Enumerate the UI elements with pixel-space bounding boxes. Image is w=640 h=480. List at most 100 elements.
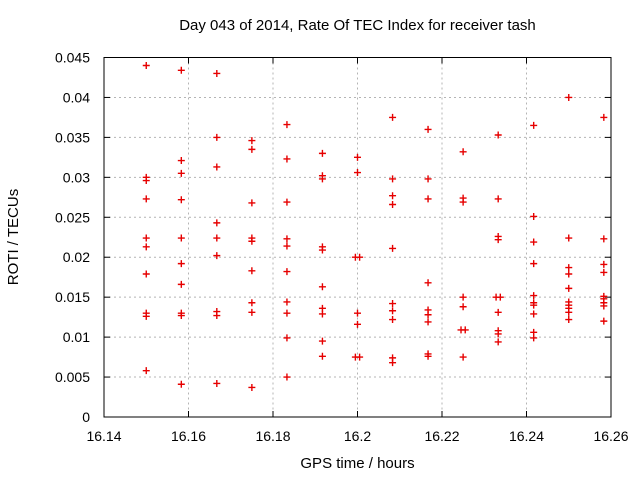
data-point [177, 169, 185, 177]
data-point [424, 175, 432, 183]
data-point [424, 311, 432, 319]
data-point [283, 298, 291, 306]
data-point [459, 293, 467, 301]
y-tick-label: 0.045 [55, 50, 90, 66]
data-point [424, 352, 432, 360]
data-point [318, 175, 326, 183]
data-point [283, 242, 291, 250]
data-point [424, 125, 432, 133]
data-point [213, 379, 221, 387]
data-point [530, 260, 538, 268]
chart-title: Day 043 of 2014, Rate Of TEC Index for r… [179, 17, 536, 34]
y-tick-label: 0.01 [63, 329, 90, 345]
data-point [142, 367, 150, 375]
y-tick-label: 0.035 [55, 129, 90, 145]
data-point [389, 192, 397, 200]
data-point [389, 200, 397, 208]
y-tick-label: 0.025 [55, 209, 90, 225]
data-point [283, 334, 291, 342]
data-point [283, 198, 291, 206]
data-point [213, 234, 221, 242]
data-point [283, 121, 291, 129]
data-point [565, 264, 573, 272]
data-point [354, 153, 361, 161]
data-point [248, 267, 256, 275]
data-point [142, 234, 150, 242]
data-point [248, 299, 256, 307]
y-axis-label: ROTI / TECUs [5, 188, 22, 286]
x-axis-label: GPS time / hours [300, 455, 415, 472]
x-tick-label: 16.18 [255, 428, 290, 444]
data-point [459, 303, 467, 311]
y-tick-label: 0.015 [55, 289, 90, 305]
data-point [494, 308, 502, 316]
x-tick-label: 16.16 [171, 428, 206, 444]
data-point [318, 337, 326, 345]
data-point [213, 69, 221, 77]
data-point [389, 307, 397, 315]
data-point [494, 330, 502, 338]
data-point [142, 61, 150, 69]
data-point [248, 308, 256, 316]
data-point [283, 155, 291, 163]
data-point [318, 283, 326, 291]
data-point [530, 301, 538, 309]
data-point [177, 280, 185, 288]
x-tick-label: 16.24 [509, 428, 544, 444]
x-tick-label: 16.26 [593, 428, 628, 444]
data-point [354, 320, 361, 328]
data-point [213, 133, 221, 141]
data-point [177, 380, 185, 388]
data-point [213, 312, 221, 320]
data-point [248, 145, 256, 153]
data-point [318, 352, 326, 360]
data-point [424, 279, 432, 287]
data-point [389, 175, 397, 183]
data-point [459, 198, 467, 206]
data-point [389, 300, 397, 308]
data-point [283, 235, 291, 243]
data-point [354, 309, 361, 317]
data-point [318, 246, 326, 254]
y-tick-label: 0.02 [63, 249, 90, 265]
data-point [248, 137, 256, 145]
data-point [424, 318, 432, 326]
y-tick-label: 0.04 [63, 89, 90, 105]
data-point [459, 148, 467, 156]
y-tick-label: 0.03 [63, 169, 90, 185]
data-point [177, 312, 185, 320]
data-point [494, 338, 502, 346]
data-point [248, 237, 256, 245]
data-point [283, 373, 291, 381]
data-point [283, 309, 291, 317]
data-point [565, 308, 573, 316]
data-point [565, 93, 573, 101]
data-point [248, 383, 256, 391]
data-point [177, 157, 185, 165]
data-point [494, 195, 502, 203]
data-point [600, 302, 608, 310]
data-point [177, 66, 185, 74]
data-point [459, 353, 467, 361]
data-point [530, 310, 538, 318]
data-point [142, 312, 150, 320]
data-point [142, 177, 150, 185]
data-point [600, 113, 608, 121]
data-point [424, 195, 432, 203]
data-point [142, 270, 150, 278]
data-point [356, 253, 364, 261]
x-tick-label: 16.14 [86, 428, 121, 444]
data-point [494, 236, 502, 244]
x-tick-label: 16.22 [424, 428, 459, 444]
data-point [600, 235, 608, 243]
data-point [318, 310, 326, 318]
data-point [565, 284, 573, 292]
data-point [213, 252, 221, 260]
data-point [530, 212, 538, 220]
data-point [283, 268, 291, 276]
data-point [494, 131, 502, 139]
data-point [356, 353, 364, 361]
data-point [600, 317, 608, 325]
data-point [248, 199, 256, 207]
